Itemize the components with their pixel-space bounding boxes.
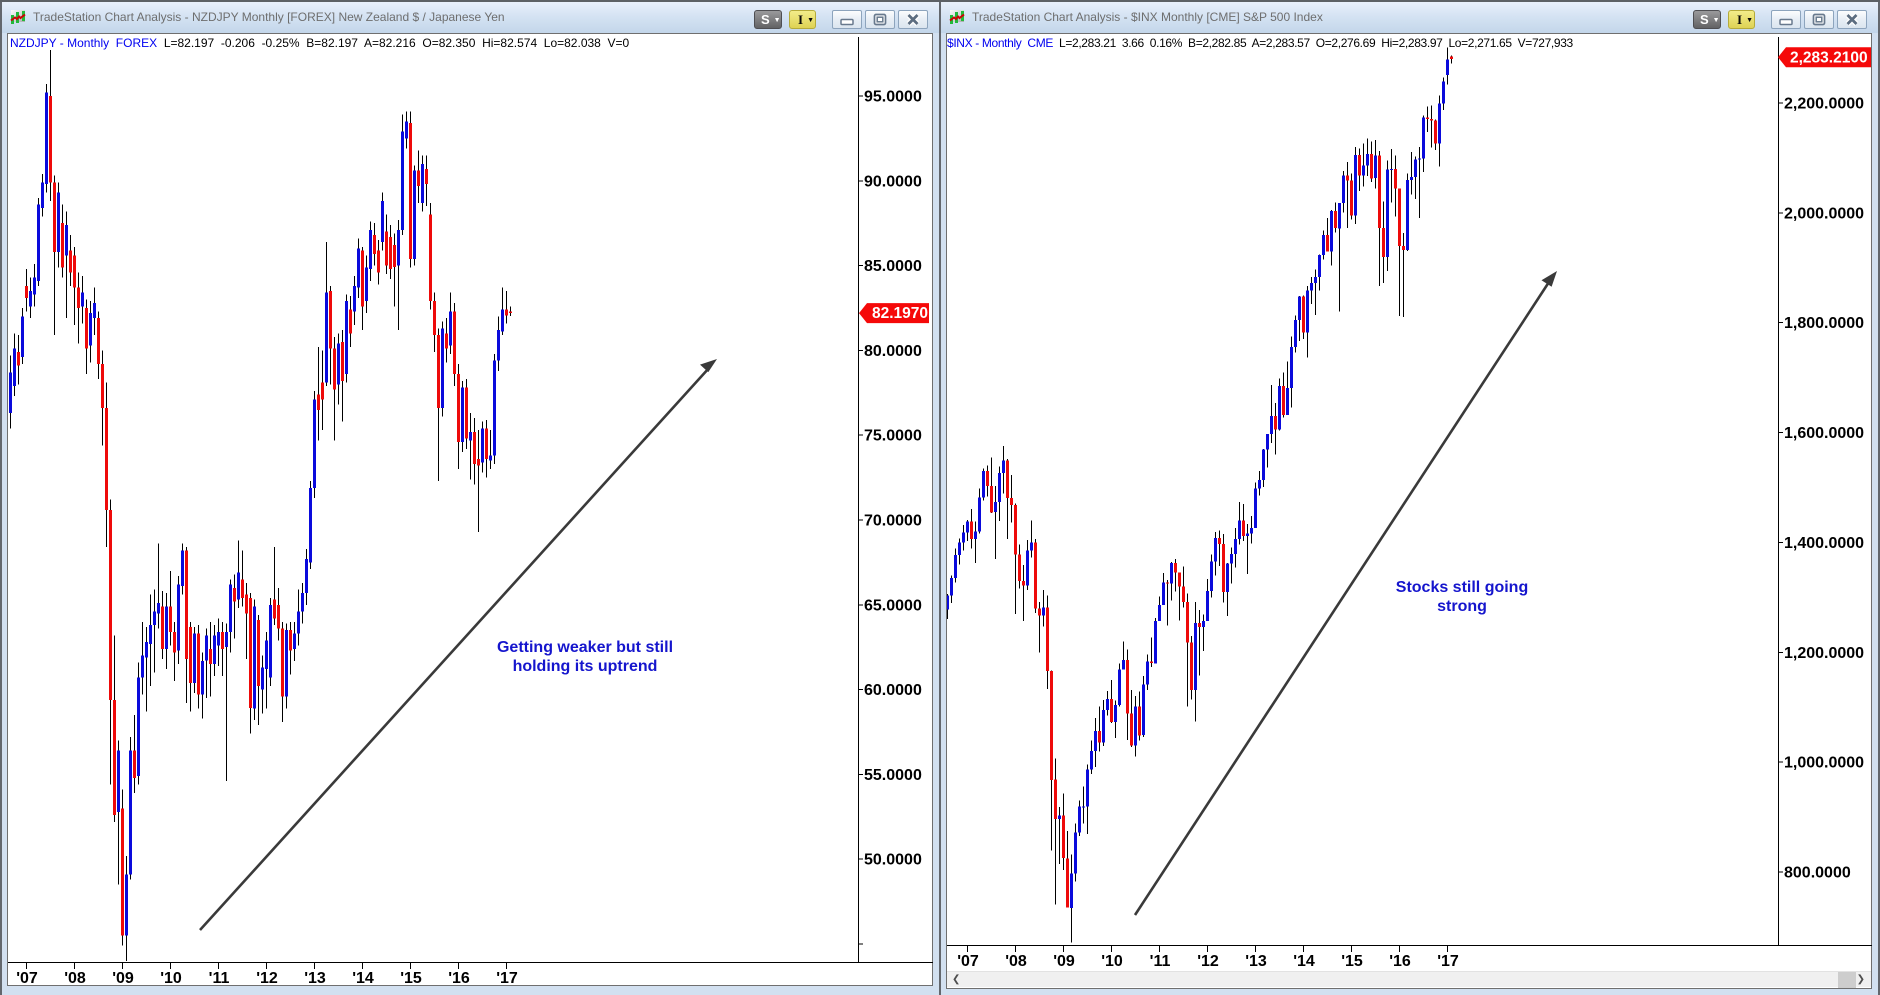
svg-text:'15: '15 (400, 970, 422, 985)
svg-text:'12: '12 (1197, 953, 1219, 970)
svg-text:55.0000: 55.0000 (864, 767, 922, 784)
svg-text:'14: '14 (1293, 953, 1315, 970)
svg-text:1,200.0000: 1,200.0000 (1784, 645, 1864, 662)
svg-text:'17: '17 (1437, 953, 1459, 970)
svg-text:75.0000: 75.0000 (864, 428, 922, 445)
svg-text:'17: '17 (496, 970, 518, 985)
svg-text:'13: '13 (1245, 953, 1267, 970)
svg-text:'13: '13 (304, 970, 326, 985)
svg-text:82.1970: 82.1970 (872, 305, 928, 322)
svg-text:Getting weaker but still: Getting weaker but still (497, 639, 673, 656)
svg-text:'09: '09 (112, 970, 134, 985)
svg-text:95.0000: 95.0000 (864, 89, 922, 106)
svg-text:2,283.2100: 2,283.2100 (1790, 49, 1868, 66)
svg-text:2,000.0000: 2,000.0000 (1784, 205, 1864, 222)
svg-text:'12: '12 (256, 970, 278, 985)
svg-text:2,200.0000: 2,200.0000 (1784, 96, 1864, 113)
svg-text:70.0000: 70.0000 (864, 513, 922, 530)
svg-text:'10: '10 (1101, 953, 1123, 970)
svg-text:'16: '16 (448, 970, 470, 985)
svg-text:'15: '15 (1341, 953, 1363, 970)
svg-text:'14: '14 (352, 970, 374, 985)
svg-text:65.0000: 65.0000 (864, 597, 922, 614)
svg-text:1,600.0000: 1,600.0000 (1784, 425, 1864, 442)
svg-text:'11: '11 (1150, 953, 1171, 970)
svg-text:strong: strong (1437, 598, 1487, 615)
svg-text:'11: '11 (209, 970, 230, 985)
svg-text:holding its uptrend: holding its uptrend (513, 658, 658, 675)
svg-text:'07: '07 (16, 970, 38, 985)
svg-text:90.0000: 90.0000 (864, 173, 922, 190)
svg-text:'08: '08 (64, 970, 86, 985)
svg-text:50.0000: 50.0000 (864, 852, 922, 869)
svg-text:80.0000: 80.0000 (864, 343, 922, 360)
svg-text:1,400.0000: 1,400.0000 (1784, 535, 1864, 552)
svg-text:85.0000: 85.0000 (864, 258, 922, 275)
svg-text:1,000.0000: 1,000.0000 (1784, 755, 1864, 772)
svg-text:60.0000: 60.0000 (864, 682, 922, 699)
svg-text:1,800.0000: 1,800.0000 (1784, 315, 1864, 332)
svg-text:800.0000: 800.0000 (1784, 865, 1851, 882)
svg-text:Stocks still going: Stocks still going (1396, 579, 1528, 596)
svg-text:'16: '16 (1389, 953, 1411, 970)
svg-text:'09: '09 (1053, 953, 1075, 970)
svg-text:'07: '07 (957, 953, 979, 970)
svg-text:'10: '10 (160, 970, 182, 985)
svg-text:'08: '08 (1005, 953, 1027, 970)
